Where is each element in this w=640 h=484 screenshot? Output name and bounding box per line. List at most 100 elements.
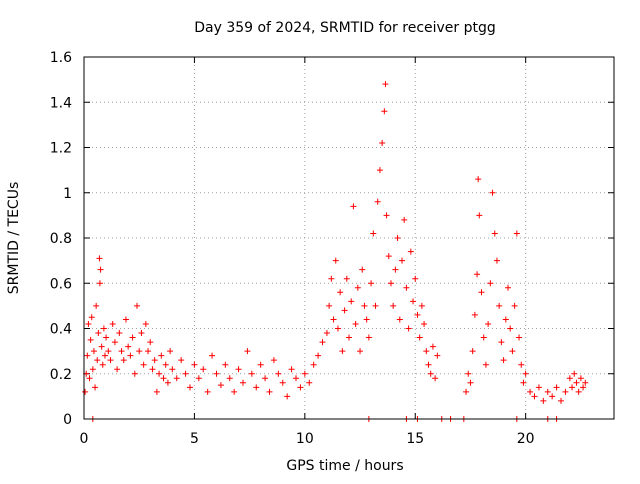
data-point: [339, 348, 346, 355]
data-point: [136, 348, 143, 355]
data-point: [414, 311, 421, 318]
data-point: [122, 316, 129, 323]
data-point: [330, 316, 337, 323]
data-point: [288, 366, 295, 373]
data-point: [213, 370, 220, 377]
y-tick-label: 0: [63, 412, 72, 428]
data-point: [403, 284, 410, 291]
data-point: [518, 361, 525, 368]
data-point: [92, 384, 99, 391]
data-point: [191, 361, 198, 368]
data-point: [315, 352, 322, 359]
x-axis-title: GPS time / hours: [286, 458, 403, 474]
data-point: [427, 370, 434, 377]
data-point: [240, 379, 246, 386]
x-tick-label: 0: [80, 431, 89, 447]
data-point: [129, 334, 136, 341]
data-point: [535, 384, 542, 391]
data-point: [416, 334, 423, 341]
data-point: [493, 257, 500, 264]
data-point: [116, 330, 123, 337]
data-point: [310, 361, 317, 368]
data-point: [95, 330, 102, 337]
data-point: [390, 302, 397, 309]
data-point: [98, 343, 105, 350]
data-point: [385, 253, 392, 260]
data-point: [332, 257, 339, 264]
data-point: [257, 361, 264, 368]
data-point: [217, 382, 224, 389]
data-point: [429, 343, 436, 350]
data-point: [262, 375, 269, 382]
data-point: [334, 325, 341, 332]
data-point: [511, 302, 518, 309]
data-point: [363, 316, 370, 323]
data-point: [109, 320, 116, 327]
axes: 0 0.2 0.4 0.6 0.8 1 1.2 1.4 1.6 0 5 10 15 20: [50, 50, 614, 447]
data-point: [99, 361, 106, 368]
data-point: [100, 325, 107, 332]
data-point: [558, 397, 564, 404]
data-point: [469, 348, 476, 355]
data-point: [496, 302, 503, 309]
data-point: [392, 266, 399, 273]
x-tick-label: 20: [517, 431, 535, 447]
data-point: [127, 352, 134, 359]
data-point: [372, 302, 379, 309]
data-point: [319, 339, 326, 346]
data-point: [226, 375, 233, 382]
data-point: [577, 375, 584, 382]
data-point: [401, 216, 408, 223]
data-point: [365, 334, 372, 341]
data-point: [405, 325, 412, 332]
data-point: [505, 284, 511, 291]
data-point: [105, 348, 112, 355]
data-point: [297, 384, 304, 391]
data-point: [235, 366, 242, 373]
data-point: [125, 343, 132, 350]
data-point: [361, 302, 368, 309]
data-point: [480, 334, 487, 341]
y-tick-label: 1.6: [50, 50, 72, 66]
data-point: [101, 352, 108, 359]
y-tick-label: 1.2: [50, 141, 72, 157]
data-point: [279, 379, 286, 386]
data-point: [465, 370, 472, 377]
data-point: [326, 302, 333, 309]
data-point: [169, 366, 176, 373]
data-point: [209, 352, 216, 359]
data-point: [96, 280, 103, 287]
data-point: [522, 370, 529, 377]
data-point: [85, 320, 92, 327]
data-point: [142, 320, 149, 327]
data-point: [562, 388, 569, 395]
data-point: [111, 339, 118, 346]
data-point: [575, 388, 582, 395]
data-point: [354, 284, 361, 291]
data-point: [463, 388, 470, 395]
data-point: [498, 339, 505, 346]
data-point: [489, 189, 496, 196]
data-point: [167, 348, 174, 355]
data-point: [357, 348, 364, 355]
data-point: [86, 375, 93, 382]
data-point: [120, 357, 127, 364]
data-point: [337, 289, 344, 296]
data-point: [348, 298, 355, 305]
data-point: [383, 212, 390, 219]
data-point: [516, 334, 523, 341]
data-point: [478, 289, 485, 296]
data-point: [531, 393, 538, 400]
data-point: [485, 320, 492, 327]
data-point: [566, 375, 573, 382]
y-tick-label: 0.4: [50, 322, 72, 338]
data-point: [376, 167, 383, 174]
data-point: [301, 370, 308, 377]
data-point: [352, 320, 359, 327]
data-point: [114, 366, 121, 373]
data-point: [182, 370, 189, 377]
data-point: [244, 348, 251, 355]
data-point: [520, 379, 527, 386]
data-point: [432, 375, 439, 382]
data-point: [580, 384, 587, 391]
